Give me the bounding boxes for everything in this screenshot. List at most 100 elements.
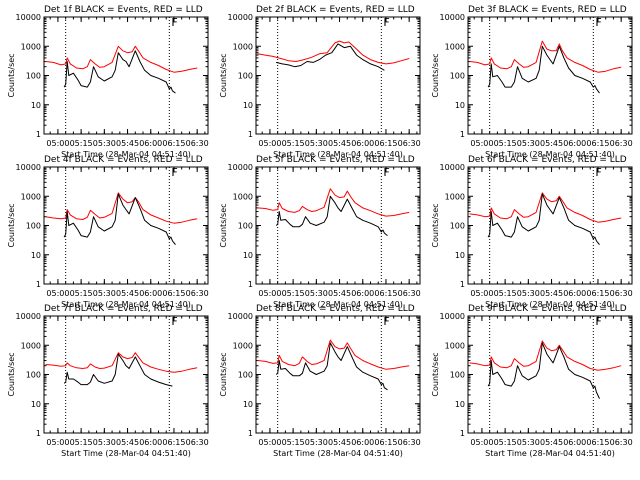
x-tick-label: 06:15 xyxy=(374,139,397,148)
series-events-line xyxy=(275,43,385,71)
x-tick-label: 06:00 xyxy=(351,289,374,298)
flag-label: F xyxy=(171,315,177,328)
series-events-line xyxy=(275,342,388,391)
x-tick-label: 05:15 xyxy=(70,139,93,148)
x-tick-label: 05:45 xyxy=(328,289,351,298)
x-tick-label: 05:00 xyxy=(470,139,493,148)
x-tick-label: 06:15 xyxy=(586,289,609,298)
y-tick-label: 100 xyxy=(238,72,253,81)
y-axis-label: Counts/sec xyxy=(7,352,16,396)
x-axis-label: Start Time (28-Mar-04 04:51:40) xyxy=(273,449,403,458)
x-axis-label: Start Time (28-Mar-04 04:51:40) xyxy=(273,150,403,159)
flag-label: F xyxy=(171,166,177,179)
panel-3: Det 3f BLACK = Events, RED = LLD 1 10 100 10… xyxy=(431,5,633,159)
series-events-line xyxy=(63,50,176,94)
x-axis-label: Start Time (28-Mar-04 04:51:40) xyxy=(61,449,191,458)
y-tick-label: 10 xyxy=(31,251,41,260)
x-axis-label: Start Time (28-Mar-04 04:51:40) xyxy=(273,300,403,309)
x-tick-label: 05:00 xyxy=(470,438,493,447)
x-tick-label: 05:15 xyxy=(282,289,305,298)
y-axis-label: Counts/sec xyxy=(219,53,228,97)
x-tick-label: 06:15 xyxy=(374,289,397,298)
y-tick-label: 1000 xyxy=(233,42,253,51)
x-tick-label: 05:45 xyxy=(540,139,563,148)
panel-title: Det 7f BLACK = Events, RED = LLD xyxy=(44,304,203,314)
x-tick-label: 05:30 xyxy=(517,289,540,298)
x-tick-label: 06:15 xyxy=(162,139,185,148)
series-lld-line xyxy=(257,339,410,370)
y-tick-label: 100 xyxy=(450,371,465,380)
panel-title: Det 8f BLACK = Events, RED = LLD xyxy=(256,304,415,314)
x-tick-label: 06:30 xyxy=(186,438,209,447)
series-lld-line xyxy=(469,340,622,371)
panel-1: Det 1f BLACK = Events, RED = LLD 1 10 100 10… xyxy=(7,5,209,159)
y-tick-label: 1 xyxy=(36,280,41,289)
y-axis-label: Counts/sec xyxy=(7,203,16,247)
y-tick-label: 1000 xyxy=(21,192,41,201)
y-tick-label: 1000 xyxy=(233,341,253,350)
x-tick-label: 06:30 xyxy=(186,289,209,298)
series-lld-line xyxy=(257,188,410,217)
panel-5: Det 5f BLACK = Events, RED = LLD 1 10 100 10… xyxy=(219,155,421,309)
x-tick-label: 06:00 xyxy=(563,289,586,298)
y-tick-label: 10000 xyxy=(228,13,253,22)
panel-4: Det 4f BLACK = Events, RED = LLD 1 10 100 10… xyxy=(7,155,209,309)
x-tick-label: 05:00 xyxy=(258,139,281,148)
series-events-line xyxy=(487,342,600,399)
x-tick-label: 05:00 xyxy=(46,289,69,298)
y-axis-label: Counts/sec xyxy=(431,53,440,97)
x-tick-label: 05:30 xyxy=(517,139,540,148)
y-tick-label: 100 xyxy=(26,371,41,380)
y-tick-label: 10000 xyxy=(440,163,465,172)
x-tick-label: 05:15 xyxy=(282,438,305,447)
x-tick-label: 05:00 xyxy=(258,289,281,298)
panel-6: Det 6f BLACK = Events, RED = LLD 1 10 100 10… xyxy=(431,155,633,309)
panel-7: Det 7f BLACK = Events, RED = LLD 1 10 100 10… xyxy=(7,304,209,458)
y-axis-label: Counts/sec xyxy=(219,203,228,247)
y-tick-label: 10 xyxy=(243,251,253,260)
x-tick-label: 06:15 xyxy=(374,438,397,447)
x-tick-label: 06:30 xyxy=(398,289,421,298)
y-tick-label: 100 xyxy=(238,371,253,380)
y-axis-label: Counts/sec xyxy=(431,352,440,396)
series-lld-line xyxy=(45,192,198,224)
y-tick-label: 1000 xyxy=(233,192,253,201)
flag-label: F xyxy=(383,166,389,179)
x-tick-label: 05:15 xyxy=(494,438,517,447)
panel-2: Det 2f BLACK = Events, RED = LLD 1 10 100 10… xyxy=(219,5,421,159)
y-tick-label: 100 xyxy=(450,222,465,231)
y-tick-label: 1000 xyxy=(445,341,465,350)
x-tick-label: 05:30 xyxy=(93,289,116,298)
y-tick-label: 10 xyxy=(455,251,465,260)
series-events-line xyxy=(275,195,388,236)
y-tick-label: 10000 xyxy=(16,312,41,321)
series-lld-line xyxy=(45,352,198,373)
x-tick-label: 06:00 xyxy=(139,289,162,298)
series-events-line xyxy=(487,193,600,246)
x-tick-label: 05:45 xyxy=(540,438,563,447)
y-tick-label: 1000 xyxy=(445,42,465,51)
series-lld-line xyxy=(257,40,410,65)
series-lld-line xyxy=(45,45,198,73)
y-tick-label: 1 xyxy=(460,130,465,139)
x-tick-label: 05:00 xyxy=(470,289,493,298)
x-tick-label: 05:00 xyxy=(46,438,69,447)
flag-label: F xyxy=(383,16,389,29)
x-tick-label: 05:15 xyxy=(494,289,517,298)
flag-label: F xyxy=(595,16,601,29)
x-axis-label: Start Time (28-Mar-04 04:51:40) xyxy=(485,150,615,159)
y-tick-label: 10 xyxy=(31,101,41,110)
x-tick-label: 05:30 xyxy=(93,438,116,447)
x-tick-label: 05:45 xyxy=(116,139,139,148)
y-tick-label: 10000 xyxy=(16,163,41,172)
x-tick-label: 05:15 xyxy=(70,438,93,447)
x-tick-label: 05:30 xyxy=(305,289,328,298)
x-axis-label: Start Time (28-Mar-04 04:51:40) xyxy=(61,150,191,159)
panel-title: Det 6f BLACK = Events, RED = LLD xyxy=(468,155,627,165)
y-tick-label: 1000 xyxy=(445,192,465,201)
y-axis-label: Counts/sec xyxy=(7,53,16,97)
x-tick-label: 06:00 xyxy=(139,139,162,148)
x-tick-label: 06:30 xyxy=(610,438,633,447)
y-tick-label: 10000 xyxy=(16,13,41,22)
